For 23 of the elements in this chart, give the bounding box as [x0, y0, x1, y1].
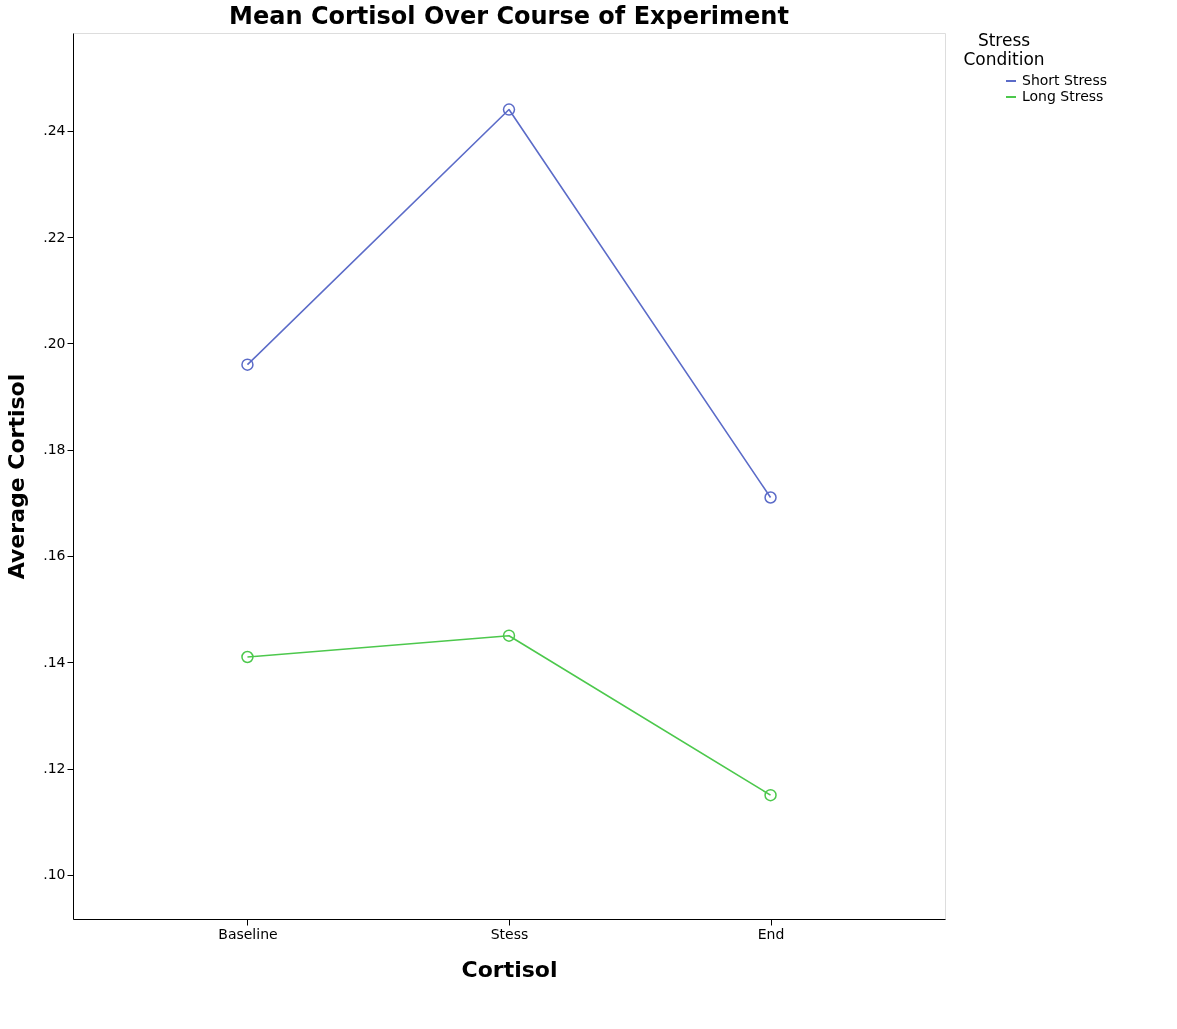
legend-title: Stress Condition	[963, 30, 1045, 69]
y-tick-label: .16	[43, 547, 66, 564]
y-tick-label: .14	[43, 653, 66, 670]
point	[241, 358, 254, 371]
point	[502, 103, 516, 116]
y-tick-label: .10	[43, 866, 66, 883]
x-axis-title: Cortisol	[461, 956, 558, 982]
point	[764, 788, 777, 802]
x-tick-label: Baseline	[218, 925, 278, 942]
y-tick-label: .12	[43, 760, 66, 777]
legend-label: Short Stress	[1022, 72, 1108, 88]
y-tick-label: .18	[43, 441, 66, 458]
y-tick-label: .22	[43, 228, 66, 245]
y-axis-title: Average Cortisol	[4, 373, 30, 580]
y-tick-label: .24	[43, 122, 66, 139]
point	[502, 629, 516, 642]
x-tick-label: End	[757, 925, 785, 942]
point	[241, 650, 254, 664]
chart-title: Mean Cortisol Over Course of Experiment	[229, 2, 789, 30]
legend-label: Long Stress	[1022, 88, 1104, 104]
x-tick-label: Stess	[490, 925, 529, 942]
point	[764, 491, 777, 504]
y-tick-label: .20	[43, 334, 66, 351]
